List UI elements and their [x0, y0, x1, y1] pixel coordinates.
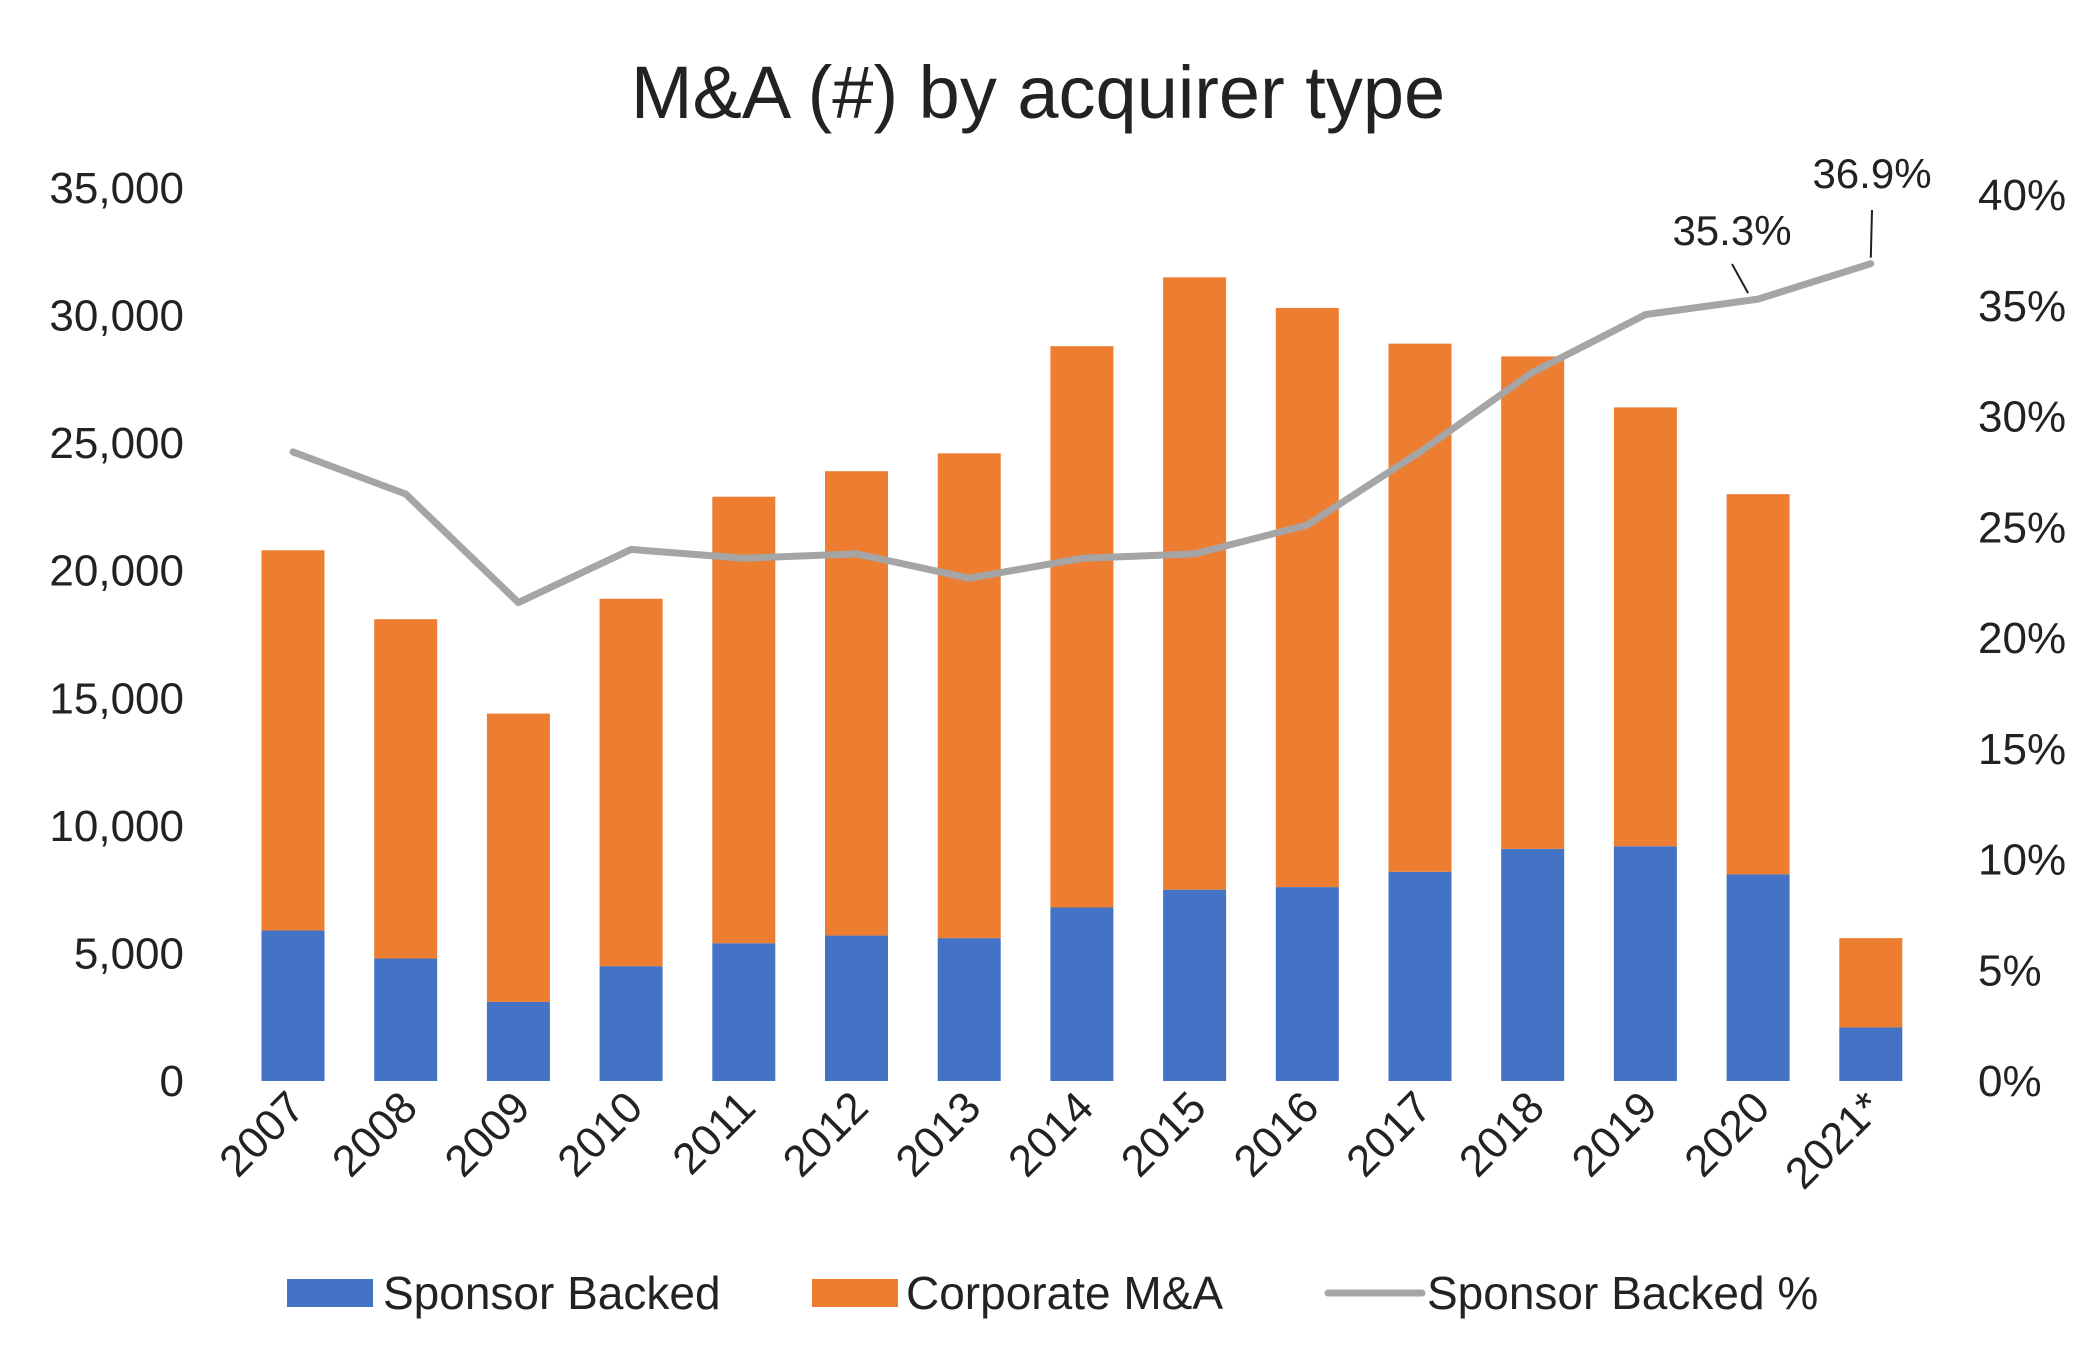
line-series-group	[289, 260, 1875, 607]
y-axis-right: 0% 5% 10% 15% 20% 25% 30% 35% 40%	[1978, 171, 2066, 1106]
line-point	[1306, 524, 1309, 527]
y-left-tick-label: 30,000	[49, 292, 184, 341]
x-tick-label: 2013	[886, 1082, 990, 1186]
annotation-leader	[1869, 209, 1873, 258]
bar-corporate-m-a	[1613, 407, 1677, 847]
x-tick-label: 2011	[663, 1082, 765, 1184]
bar-corporate-m-a	[825, 471, 888, 936]
x-tick-label: 2021*	[1776, 1082, 1892, 1198]
annotations: 35.3% 36.9%	[1672, 150, 1932, 294]
bar-corporate-m-a	[599, 598, 663, 967]
y-right-tick-label: 25%	[1978, 503, 2066, 552]
y-left-tick-label: 10,000	[49, 802, 184, 851]
line-point	[742, 557, 745, 560]
y-right-tick-label: 20%	[1978, 614, 2066, 663]
data-label: 36.9%	[1812, 150, 1931, 197]
y-left-tick-label: 35,000	[49, 164, 184, 213]
x-tick-label: 2015	[1112, 1082, 1216, 1186]
bar-sponsor-backed	[486, 1001, 550, 1081]
legend-label: Sponsor Backed	[383, 1267, 721, 1319]
bar-corporate-m-a	[1726, 494, 1790, 875]
y-left-tick-label: 15,000	[49, 674, 184, 723]
bar-sponsor-backed	[1726, 874, 1790, 1081]
line-point	[517, 601, 520, 604]
line-point	[292, 450, 294, 453]
bar-corporate-m-a	[374, 619, 438, 959]
line-point	[1080, 557, 1083, 560]
bar-sponsor-backed	[1163, 889, 1227, 1081]
data-label: 35.3%	[1672, 207, 1791, 254]
x-axis: 2007 2008 2009 2010 2011 2012 2013 2014 2015 2016…	[210, 1082, 1892, 1198]
line-point	[1644, 313, 1647, 316]
x-tick-label: 2016	[1225, 1082, 1329, 1186]
x-tick-label: 2017	[1337, 1082, 1441, 1186]
line-point	[1419, 450, 1421, 453]
legend-swatch	[812, 1279, 898, 1307]
line-point	[404, 493, 407, 496]
bar-corporate-m-a	[712, 496, 776, 944]
y-right-tick-label: 30%	[1978, 393, 2066, 442]
y-left-tick-label: 25,000	[49, 419, 184, 468]
line-point	[1193, 552, 1196, 555]
bar-sponsor-backed	[712, 943, 776, 1081]
bar-sponsor-backed	[261, 930, 325, 1081]
bar-sponsor-backed	[374, 958, 438, 1081]
y-right-tick-label: 5%	[1978, 946, 2042, 995]
bar-corporate-m-a	[1839, 938, 1903, 1028]
bar-sponsor-backed	[1050, 907, 1114, 1081]
y-right-tick-label: 35%	[1978, 282, 2066, 331]
x-tick-label: 2010	[548, 1082, 652, 1186]
bar-sponsor-backed	[599, 966, 663, 1081]
bar-corporate-m-a	[1050, 346, 1114, 908]
bar-series-group	[261, 277, 1903, 1081]
y-right-tick-label: 15%	[1978, 725, 2066, 774]
y-left-tick-label: 20,000	[49, 547, 184, 596]
y-left-tick-label: 5,000	[74, 929, 184, 978]
bar-sponsor-backed	[937, 938, 1001, 1081]
x-tick-label: 2020	[1675, 1082, 1779, 1186]
bar-corporate-m-a	[261, 550, 325, 931]
annotation-leader	[1731, 263, 1749, 294]
bar-corporate-m-a	[1163, 277, 1227, 890]
line-point	[968, 577, 971, 580]
x-tick-label: 2018	[1450, 1082, 1554, 1186]
legend-label: Sponsor Backed %	[1427, 1267, 1818, 1319]
line-point	[1531, 371, 1534, 374]
line-point	[1757, 298, 1760, 301]
x-tick-label: 2014	[999, 1082, 1103, 1186]
bar-corporate-m-a	[1388, 343, 1452, 872]
bar-sponsor-backed	[1839, 1027, 1903, 1081]
legend-swatch	[287, 1279, 373, 1307]
bar-sponsor-backed	[1501, 848, 1565, 1081]
bar-corporate-m-a	[486, 713, 550, 1002]
y-right-tick-label: 40%	[1978, 171, 2066, 220]
bar-sponsor-backed	[1275, 887, 1339, 1081]
line-point	[1869, 262, 1872, 265]
bar-corporate-m-a	[1501, 356, 1565, 849]
legend: Sponsor Backed Corporate M&A Sponsor Backe…	[287, 1267, 1818, 1319]
y-axis-left: 0 5,000 10,000 15,000 20,000 25,000 30,000 35,0…	[49, 164, 184, 1106]
bar-corporate-m-a	[937, 453, 1001, 939]
line-point	[630, 548, 633, 551]
x-tick-label: 2009	[436, 1082, 540, 1186]
x-tick-label: 2019	[1563, 1082, 1667, 1186]
bar-corporate-m-a	[1275, 307, 1339, 888]
x-tick-label: 2012	[774, 1082, 878, 1186]
x-tick-label: 2007	[210, 1082, 314, 1186]
bar-sponsor-backed	[825, 935, 888, 1081]
y-right-tick-label: 10%	[1978, 836, 2066, 885]
line-point	[855, 552, 858, 555]
y-left-tick-label: 0	[160, 1057, 184, 1106]
chart-title: M&A (#) by acquirer type	[631, 51, 1445, 134]
bar-sponsor-backed	[1388, 871, 1452, 1081]
y-right-tick-label: 0%	[1978, 1057, 2042, 1106]
bar-sponsor-backed	[1613, 846, 1677, 1081]
x-tick-label: 2008	[323, 1082, 427, 1186]
legend-label: Corporate M&A	[906, 1267, 1223, 1319]
